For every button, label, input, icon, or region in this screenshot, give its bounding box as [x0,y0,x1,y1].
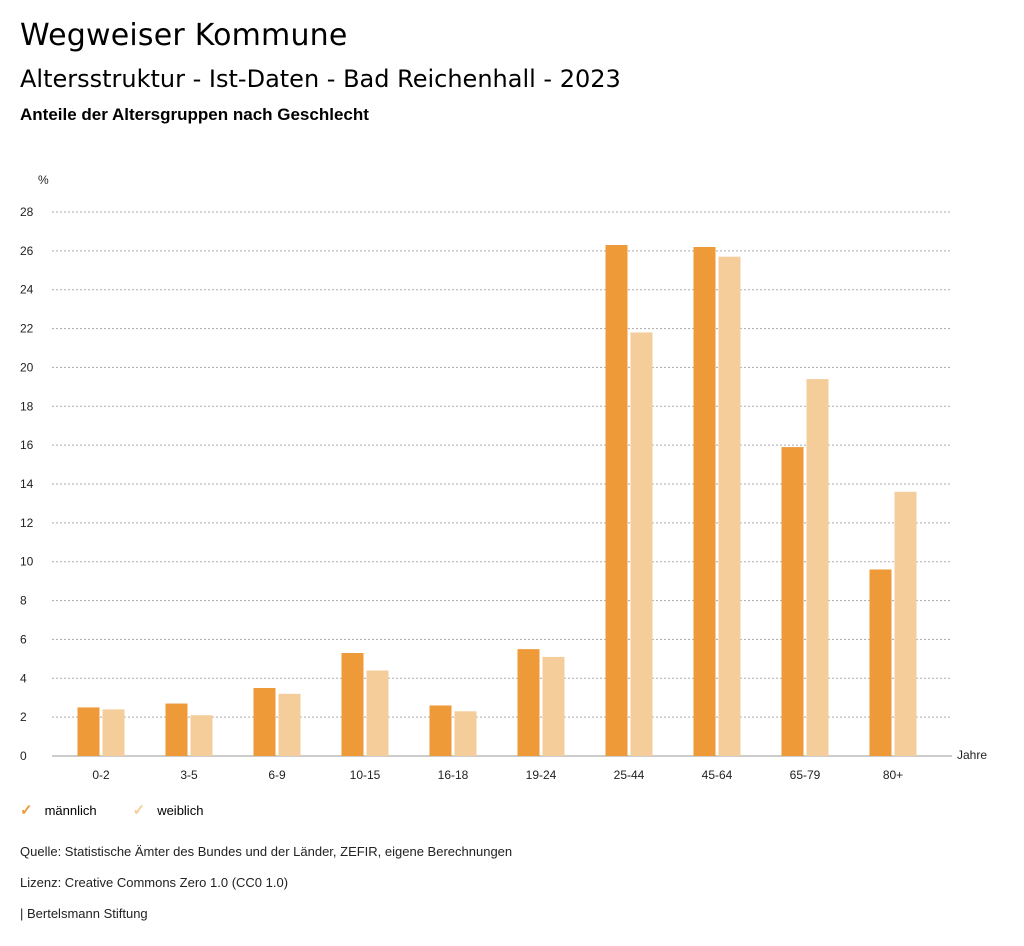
bar-female[interactable] [454,711,477,756]
bar-female[interactable] [630,332,653,756]
chart-subtitle: Altersstruktur - Ist-Daten - Bad Reichen… [20,65,621,93]
y-tick-label: 2 [20,710,27,724]
x-tick-label: 65-79 [790,768,821,782]
y-tick-label: 28 [20,205,34,219]
x-tick-label: 45-64 [702,768,733,782]
y-tick-label: 22 [20,322,34,336]
bar-male[interactable] [253,688,276,756]
x-tick-label: 16-18 [438,768,469,782]
y-tick-label: 8 [20,594,27,608]
bar-male[interactable] [341,653,364,756]
checkmark-icon: ✓ [20,802,33,819]
legend-label-female: weiblich [157,803,204,818]
source-note: Quelle: Statistische Ämter des Bundes un… [20,844,513,859]
bar-female[interactable] [542,656,565,756]
y-tick-label: 12 [20,516,34,530]
x-tick-label: 3-5 [180,768,198,782]
bar-female[interactable] [102,709,125,756]
y-axis-label: % [38,173,49,187]
page-title: Wegweiser Kommune [20,18,348,53]
legend-label-male: männlich [44,803,97,818]
chart-heading: Anteile der Altersgruppen nach Geschlech… [20,105,369,124]
y-tick-label: 0 [20,749,27,763]
y-tick-label: 20 [20,360,34,374]
y-tick-label: 16 [20,438,34,452]
bar-female[interactable] [806,379,829,756]
y-tick-label: 4 [20,671,27,685]
x-tick-label: 19-24 [526,768,557,782]
bar-female[interactable] [366,670,389,756]
bar-female[interactable] [718,256,741,756]
x-tick-label: 0-2 [92,768,110,782]
bar-male[interactable] [165,703,188,756]
y-tick-label: 26 [20,244,34,258]
bar-male[interactable] [517,649,540,756]
bar-male[interactable] [869,569,892,756]
chart-legend: ✓ männlich ✓ weiblich [20,803,203,818]
legend-item-male[interactable]: ✓ männlich [20,803,97,818]
license-note: Lizenz: Creative Commons Zero 1.0 (CC0 1… [20,875,289,890]
x-tick-label: 6-9 [268,768,286,782]
legend-item-female[interactable]: ✓ weiblich [133,803,204,818]
bar-male[interactable] [429,705,452,756]
bar-male[interactable] [781,447,804,756]
y-tick-label: 14 [20,477,34,491]
bar-female[interactable] [894,491,917,756]
x-tick-label: 25-44 [614,768,645,782]
x-tick-label: 80+ [883,768,903,782]
checkmark-icon: ✓ [132,802,146,819]
bar-male[interactable] [605,245,628,756]
y-tick-label: 6 [20,632,27,646]
brand-note: | Bertelsmann Stiftung [20,906,148,921]
y-tick-label: 18 [20,399,34,413]
bar-female[interactable] [190,715,213,756]
bar-male[interactable] [693,246,716,756]
bar-female[interactable] [278,693,301,756]
bar-male[interactable] [77,707,100,756]
x-axis-label: Jahre [957,748,987,762]
x-tick-label: 10-15 [350,768,381,782]
y-tick-label: 24 [20,283,34,297]
y-tick-label: 10 [20,555,34,569]
